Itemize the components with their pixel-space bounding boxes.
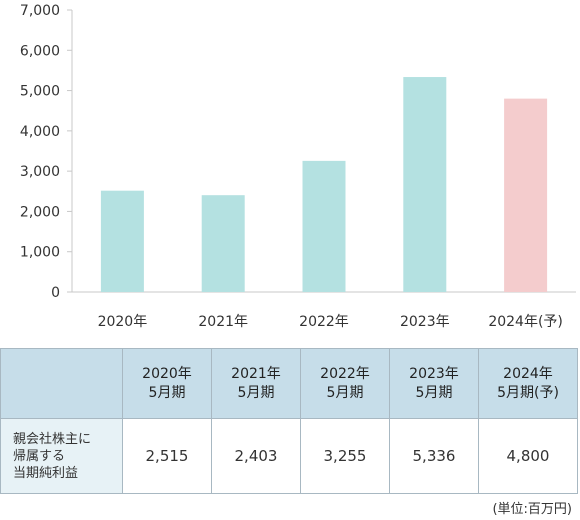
column-header-2021: 2021年 5月期 <box>211 348 301 419</box>
y-tick-label: 7,000 <box>20 3 60 19</box>
y-tick-label: 2,000 <box>20 204 60 220</box>
y-tick-label: 4,000 <box>20 124 60 140</box>
table-row: 親会社株主に 帰属する 当期純利益 2,515 2,403 3,255 5,33… <box>0 418 578 494</box>
column-header-period: 5月期 <box>326 384 364 401</box>
y-axis-ticks: 0 1,000 2,000 3,000 4,000 5,000 6,000 7,000 <box>20 3 72 301</box>
chart-bars <box>100 77 548 292</box>
column-header-2024: 2024年 5月期(予) <box>478 348 578 419</box>
bar <box>201 195 245 292</box>
table-cell-2024: 4,800 <box>478 418 578 494</box>
column-header-period: 5月期 <box>415 384 453 401</box>
y-tick-label: 3,000 <box>20 164 60 180</box>
bar <box>302 160 346 292</box>
column-header-period: 5月期 <box>237 384 275 401</box>
column-header-year: 2023年 <box>409 365 459 382</box>
y-tick-label: 0 <box>51 285 60 301</box>
column-header-year: 2024年 <box>503 365 553 382</box>
table-corner-cell <box>0 348 123 419</box>
y-tick-label: 1,000 <box>20 245 60 261</box>
table-cell-2022: 3,255 <box>300 418 390 494</box>
x-tick-label: 2023年 <box>400 314 450 330</box>
column-header-year: 2020年 <box>142 365 192 382</box>
x-tick-label: 2020年 <box>98 314 148 330</box>
table-cell-2023: 5,336 <box>389 418 479 494</box>
bar <box>504 98 548 292</box>
column-header-period: 5月期(予) <box>497 384 559 401</box>
chart-svg: 0 1,000 2,000 3,000 4,000 5,000 6,000 7,000 202… <box>20 3 576 330</box>
table-cell-2021: 2,403 <box>211 418 301 494</box>
column-header-2023: 2023年 5月期 <box>389 348 479 419</box>
bar <box>100 190 144 292</box>
net-income-table: 2020年 5月期 2021年 5月期 2022年 5月期 2023年 5月期 … <box>0 348 578 494</box>
column-header-year: 2021年 <box>231 365 281 382</box>
column-header-2022: 2022年 5月期 <box>300 348 390 419</box>
column-header-year: 2022年 <box>320 365 370 382</box>
y-tick-label: 5,000 <box>20 84 60 100</box>
x-tick-label: 2024年(予) <box>488 314 563 330</box>
column-header-2020: 2020年 5月期 <box>122 348 212 419</box>
y-tick-label: 6,000 <box>20 43 60 59</box>
x-tick-label: 2021年 <box>198 314 248 330</box>
table-header-row: 2020年 5月期 2021年 5月期 2022年 5月期 2023年 5月期 … <box>0 348 578 419</box>
x-axis-ticks: 2020年 2021年 2022年 2023年 2024年(予) <box>98 314 563 330</box>
bar-chart: 0 1,000 2,000 3,000 4,000 5,000 6,000 7,000 202… <box>20 3 576 330</box>
unit-note: (単位:百万円) <box>492 502 572 517</box>
bar <box>403 77 447 292</box>
table-cell-2020: 2,515 <box>122 418 212 494</box>
x-tick-label: 2022年 <box>299 314 349 330</box>
column-header-period: 5月期 <box>148 384 186 401</box>
row-label: 親会社株主に 帰属する 当期純利益 <box>0 418 123 494</box>
